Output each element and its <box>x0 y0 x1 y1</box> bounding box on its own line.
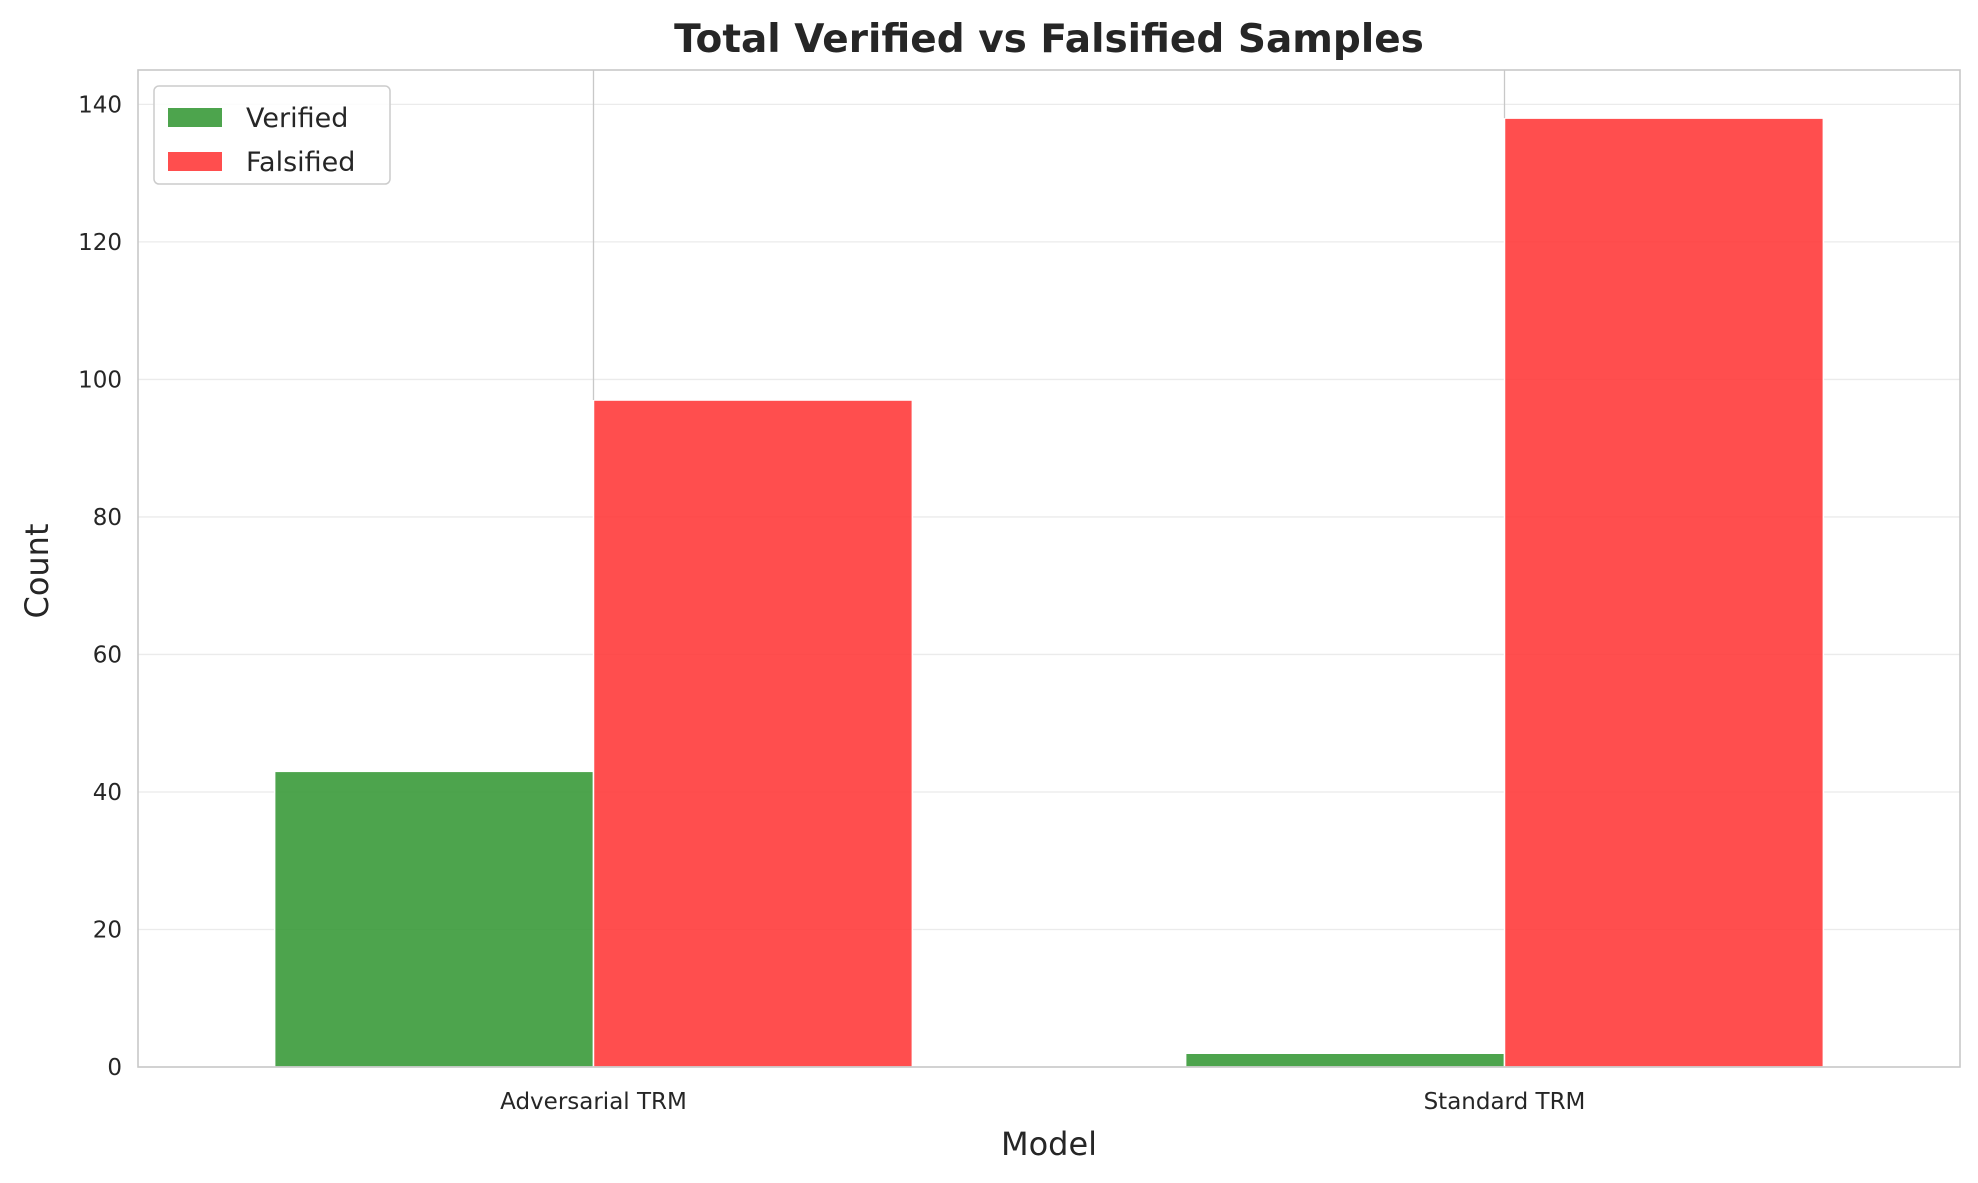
bar-falsified-1 <box>1503 117 1825 1068</box>
y-tick-label-1: 20 <box>93 917 122 943</box>
bars <box>273 117 1825 1068</box>
legend-swatch-verified <box>168 108 222 127</box>
bar-verified-0 <box>273 770 595 1068</box>
x-tick-labels: Adversarial TRM Standard TRM <box>500 1089 1585 1115</box>
y-tick-label-7: 140 <box>78 92 122 118</box>
legend-swatch-falsified <box>168 152 222 171</box>
legend-label-verified: Verified <box>246 103 348 134</box>
legend: Verified Falsified <box>153 85 391 185</box>
y-tick-label-0: 0 <box>107 1055 122 1081</box>
x-tick-label-1: Standard TRM <box>1424 1089 1586 1115</box>
y-tick-label-5: 100 <box>78 367 122 393</box>
bar-verified-1 <box>1184 1052 1506 1068</box>
y-tick-label-2: 40 <box>93 780 122 806</box>
y-tick-labels: 0 20 40 60 80 100 120 140 <box>78 92 122 1081</box>
y-tick-label-4: 80 <box>93 505 122 531</box>
y-tick-label-6: 120 <box>78 230 122 256</box>
y-tick-label-3: 60 <box>93 642 122 668</box>
legend-label-falsified: Falsified <box>246 147 355 178</box>
x-grid-lines <box>592 70 1506 401</box>
y-axis-label: Count <box>18 523 56 618</box>
bar-falsified-0 <box>592 399 914 1068</box>
x-tick-label-0: Adversarial TRM <box>500 1089 687 1115</box>
chart-title: Total Verified vs Falsified Samples <box>674 17 1424 62</box>
x-axis-label: Model <box>1001 1125 1097 1163</box>
axes-frame <box>137 69 1961 1068</box>
